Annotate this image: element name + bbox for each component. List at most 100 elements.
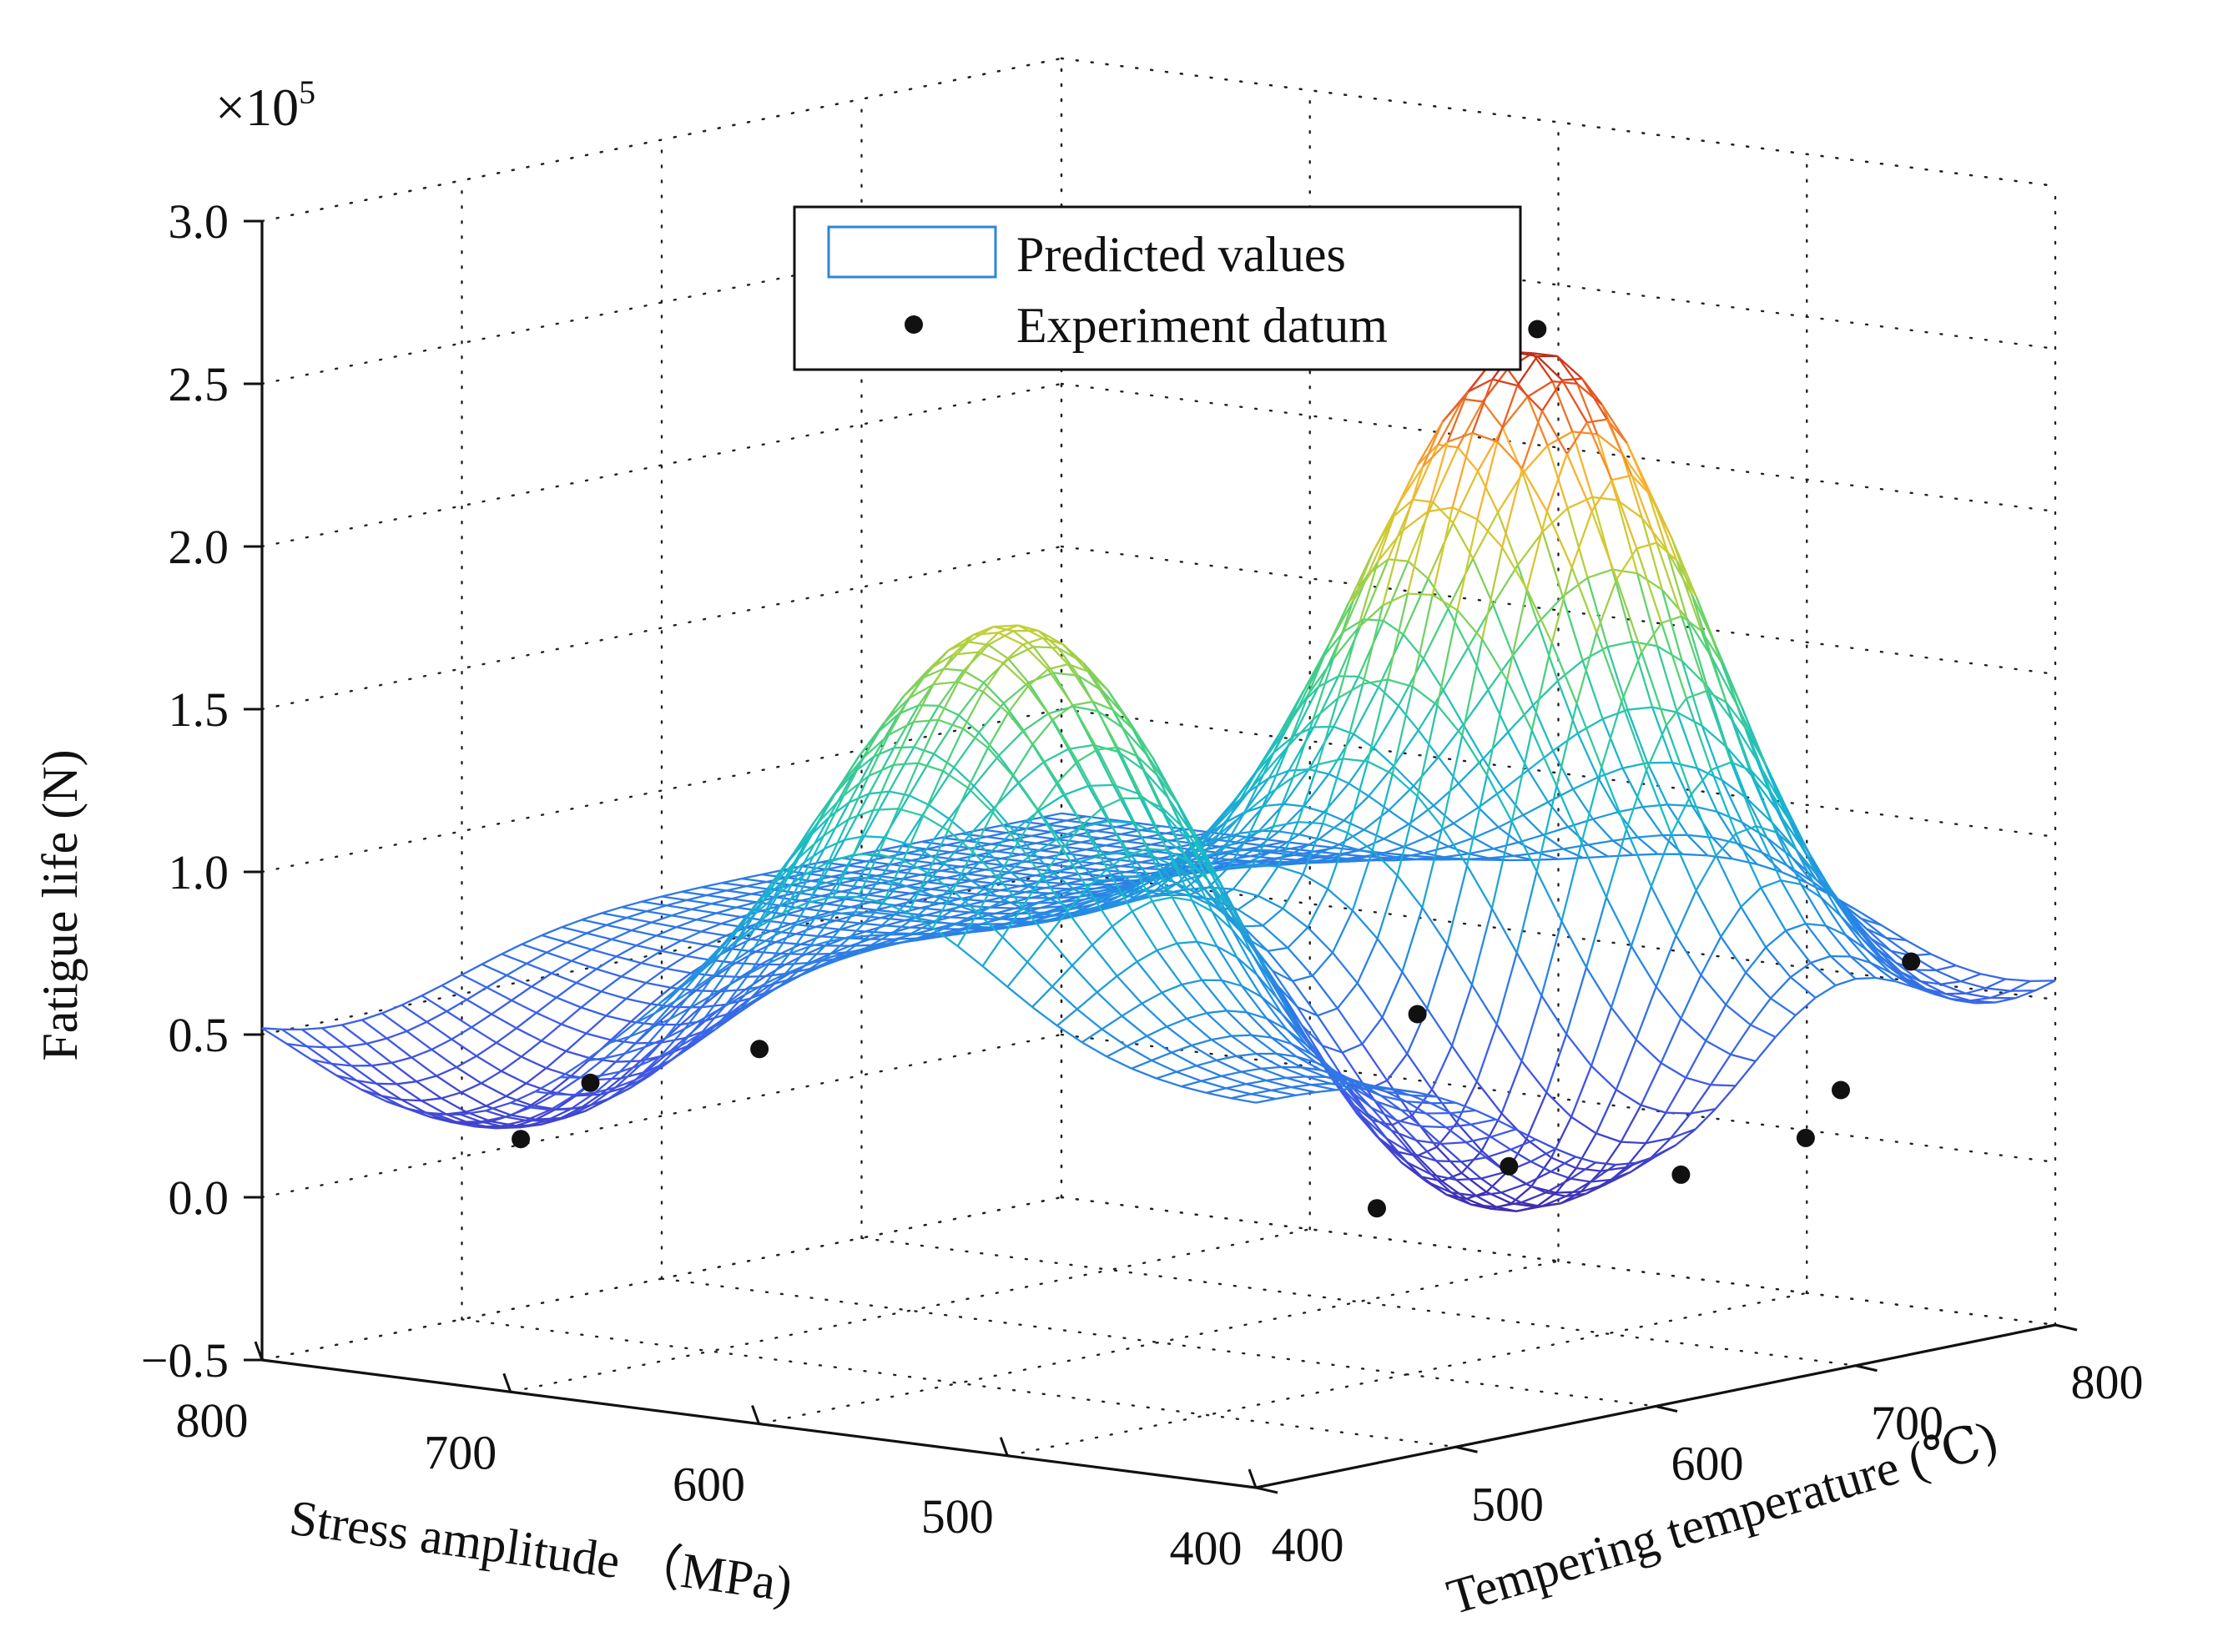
- mesh-segment: [665, 954, 687, 970]
- mesh-segment: [436, 1075, 462, 1094]
- mesh-segment: [1175, 842, 1196, 849]
- mesh-segment: [1137, 793, 1159, 834]
- mesh-segment: [1191, 1038, 1212, 1047]
- mesh-segment: [1512, 622, 1539, 657]
- mesh-segment: [545, 1108, 572, 1122]
- mesh-segment: [604, 1035, 631, 1060]
- mesh-segment: [1290, 1083, 1312, 1089]
- mesh-segment: [699, 1020, 721, 1035]
- mesh-segment: [778, 874, 804, 894]
- mesh-segment: [1575, 1156, 1596, 1164]
- mesh-segment: [1565, 967, 1588, 1035]
- mesh-segment: [871, 867, 897, 873]
- mesh-segment: [550, 1094, 576, 1111]
- mesh-segment: [1515, 871, 1538, 954]
- mesh-segment: [599, 1052, 626, 1077]
- mesh-segment: [1455, 1080, 1478, 1124]
- mesh-segment: [546, 941, 567, 954]
- mesh-segment: [1346, 761, 1369, 834]
- mesh-segment: [521, 934, 542, 945]
- mesh-segment: [1641, 652, 1667, 726]
- mesh-segment: [929, 924, 955, 935]
- mesh-segment: [1450, 1109, 1476, 1115]
- experiment-datum-point: [1671, 1165, 1691, 1184]
- mesh-segment: [996, 877, 1024, 908]
- mesh-segment: [534, 1076, 561, 1093]
- mesh-segment: [1065, 849, 1086, 855]
- mesh-segment: [1411, 1152, 1437, 1162]
- mesh-segment: [1231, 929, 1253, 955]
- mesh-segment: [1975, 1001, 1996, 1005]
- mesh-segment: [1243, 773, 1265, 815]
- mesh-segment: [1048, 898, 1070, 908]
- mesh-segment: [1298, 820, 1323, 825]
- mesh-segment: [861, 849, 882, 855]
- mesh-segment: [664, 1027, 686, 1040]
- mesh-segment: [1272, 970, 1298, 1008]
- mesh-segment: [1680, 1017, 1706, 1042]
- mesh-segment: [536, 996, 557, 1014]
- mesh-segment: [466, 1105, 486, 1113]
- mesh-segment: [1211, 1035, 1233, 1041]
- mesh-segment: [947, 787, 970, 831]
- mesh-segment: [907, 668, 930, 700]
- mesh-segment: [1475, 1109, 1496, 1121]
- mesh-segment: [1392, 499, 1414, 518]
- mesh-segment: [1016, 842, 1044, 878]
- mesh-segment: [1562, 848, 1584, 859]
- mesh-segment: [885, 889, 911, 894]
- mesh-segment: [931, 890, 954, 929]
- mesh-segment: [1396, 795, 1419, 876]
- x-tick: [999, 1437, 1009, 1457]
- mesh-segment: [839, 922, 861, 931]
- mesh-segment: [848, 808, 875, 820]
- mesh-segment: [1395, 1088, 1416, 1094]
- mesh-segment: [1368, 765, 1394, 797]
- experiment-datum-point: [1528, 320, 1547, 339]
- mesh-segment: [1407, 592, 1433, 597]
- mesh-segment: [1501, 468, 1524, 548]
- mesh-segment: [1010, 901, 1036, 904]
- mesh-segment: [1246, 1083, 1272, 1091]
- mesh-segment: [1445, 1126, 1467, 1144]
- mesh-segment: [1397, 657, 1424, 707]
- mesh-segment: [1775, 832, 1802, 885]
- mesh-segment: [1865, 928, 1892, 952]
- mesh-segment: [1152, 757, 1179, 804]
- mesh-segment: [600, 975, 623, 993]
- mesh-segment: [1596, 433, 1623, 455]
- mesh-segment: [511, 985, 532, 1001]
- mesh-segment: [1885, 937, 1912, 957]
- mesh-segment: [688, 974, 716, 1010]
- mesh-segment: [998, 729, 1025, 757]
- mesh-segment: [906, 852, 932, 858]
- mesh-segment: [1780, 879, 1802, 886]
- mesh-segment: [914, 897, 940, 919]
- mesh-segment: [1510, 821, 1538, 873]
- mesh-segment: [1075, 866, 1101, 871]
- mesh-segment: [949, 925, 975, 935]
- mesh-segment: [1525, 589, 1553, 644]
- mesh-segment: [1655, 934, 1677, 988]
- mesh-segment: [1447, 558, 1474, 610]
- mesh-segment: [1286, 1075, 1307, 1080]
- mesh-segment: [1383, 838, 1404, 849]
- mesh-segment: [1041, 812, 1062, 818]
- mesh-segment: [1255, 1097, 1277, 1104]
- mesh-segment: [1001, 824, 1027, 830]
- mesh-segment: [930, 888, 956, 894]
- mesh-segment: [1063, 909, 1090, 918]
- mesh-segment: [1585, 1178, 1611, 1195]
- mesh-segment: [1071, 944, 1093, 967]
- mesh-segment: [975, 886, 1001, 892]
- mesh-segment: [1565, 421, 1588, 455]
- mesh-segment: [798, 834, 824, 859]
- mesh-segment: [830, 905, 851, 914]
- mesh-segment: [1231, 1035, 1258, 1055]
- mesh-segment: [915, 895, 936, 902]
- mesh-segment: [1555, 1191, 1581, 1194]
- mesh-segment: [1002, 662, 1029, 687]
- mesh-segment: [749, 934, 776, 974]
- mesh-segment: [1701, 630, 1722, 663]
- mesh-segment: [1550, 642, 1578, 704]
